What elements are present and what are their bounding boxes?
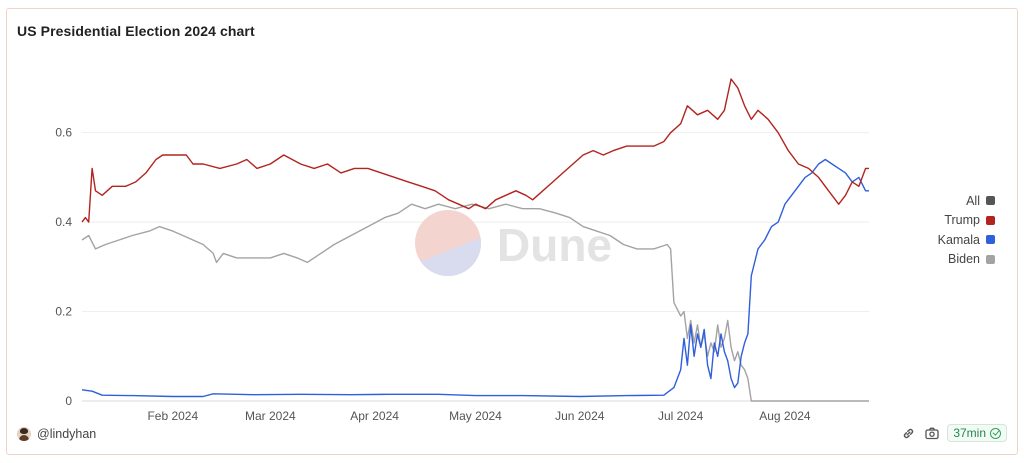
check-circle-icon — [990, 427, 1001, 439]
svg-text:Dune: Dune — [497, 219, 612, 271]
x-tick-label: Apr 2024 — [350, 409, 399, 423]
x-tick-label: Jul 2024 — [658, 409, 704, 423]
series-lines — [81, 78, 869, 402]
legend-item-biden[interactable]: Biden — [938, 250, 995, 270]
x-tick-label: Jun 2024 — [555, 409, 605, 423]
x-axis: Feb 2024 Mar 2024 Apr 2024 May 2024 Jun 2024… — [147, 409, 810, 423]
dune-watermark: Dune — [415, 210, 612, 276]
legend-item-kamala[interactable]: Kamala — [938, 230, 995, 250]
line-chart: Dune 0 0.2 0.4 0.6 Feb 2024 Mar 2024 Apr 2024… — [55, 78, 869, 423]
chart-actions: 37min — [893, 424, 1007, 442]
chart-title: US Presidential Election 2024 chart — [17, 23, 255, 39]
chart-card: US Presidential Election 2024 chart Dune… — [6, 8, 1018, 455]
legend-label: Kamala — [937, 232, 980, 247]
y-tick-label: 0.2 — [55, 305, 72, 319]
grid-lines — [82, 132, 869, 313]
user-avatar — [17, 427, 31, 441]
legend-label: All — [966, 193, 980, 208]
series-line-kamala — [81, 158, 869, 398]
x-tick-label: Mar 2024 — [245, 409, 296, 423]
author-info[interactable]: @lindyhan — [17, 427, 96, 441]
legend-label: Biden — [948, 252, 980, 267]
author-name[interactable]: @lindyhan — [37, 427, 97, 441]
x-tick-label: Feb 2024 — [147, 409, 198, 423]
y-tick-label: 0.4 — [55, 215, 72, 229]
series-line-biden — [81, 203, 869, 402]
camera-icon[interactable] — [923, 424, 941, 442]
legend-item-all[interactable]: All — [938, 191, 995, 211]
freshness-badge[interactable]: 37min — [947, 424, 1007, 442]
legend-swatch — [986, 215, 995, 225]
chart-legend[interactable]: All Trump Kamala Biden — [938, 191, 995, 269]
y-tick-label: 0 — [65, 394, 72, 408]
freshness-text: 37min — [953, 426, 986, 440]
y-tick-label: 0.6 — [55, 126, 72, 140]
legend-swatch — [986, 196, 995, 206]
legend-swatch — [986, 254, 995, 264]
legend-item-trump[interactable]: Trump — [938, 211, 995, 231]
link-icon[interactable] — [899, 424, 917, 442]
y-axis: 0 0.2 0.4 0.6 — [55, 126, 869, 408]
legend-swatch — [986, 235, 995, 245]
x-tick-label: Aug 2024 — [759, 409, 811, 423]
series-line-trump — [81, 78, 869, 223]
legend-label: Trump — [944, 213, 980, 228]
x-tick-label: May 2024 — [449, 409, 502, 423]
